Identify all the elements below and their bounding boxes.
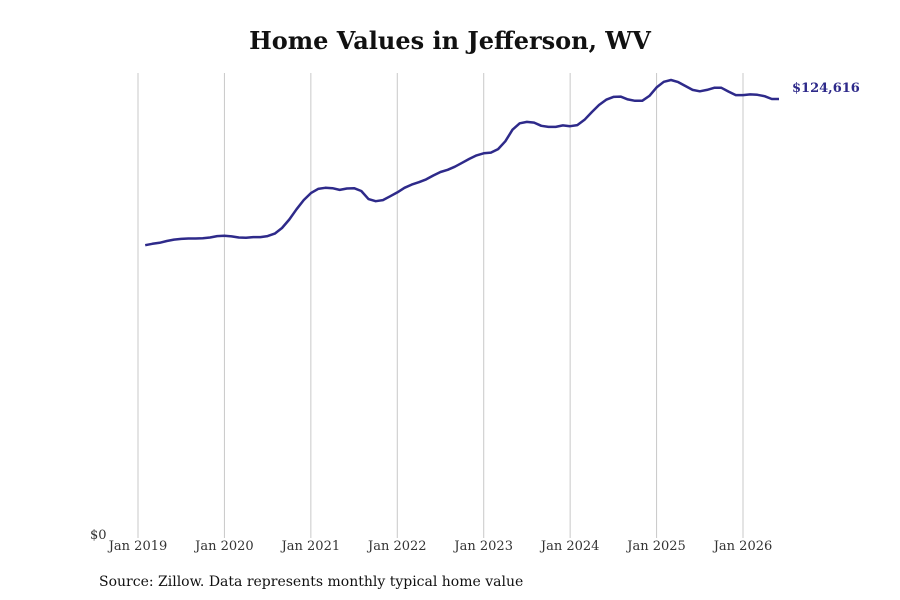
end-value-label: $124,616: [792, 81, 860, 96]
x-tick-label: Jan 2024: [539, 539, 600, 554]
series-line: [144, 78, 779, 247]
source-note: Source: Zillow. Data represents monthly …: [99, 574, 524, 590]
x-tick-label: Jan 2020: [193, 539, 254, 554]
x-tick-label: Jan 2025: [625, 539, 686, 554]
x-tick-label: Jan 2021: [280, 539, 341, 554]
gridlines: [137, 73, 744, 538]
x-axis-ticks: Jan 2019 Jan 2020 Jan 2021 Jan 2022 Jan 2023…: [107, 539, 773, 554]
x-tick-label: Jan 2019: [107, 539, 168, 554]
x-tick-label: Jan 2026: [712, 539, 773, 554]
series-layer: [144, 78, 779, 247]
chart-title: Home Values in Jefferson, WV: [249, 26, 651, 55]
y-tick-label: $0: [90, 528, 107, 543]
x-tick-label: Jan 2022: [366, 539, 427, 554]
x-tick-label: Jan 2023: [452, 539, 513, 554]
